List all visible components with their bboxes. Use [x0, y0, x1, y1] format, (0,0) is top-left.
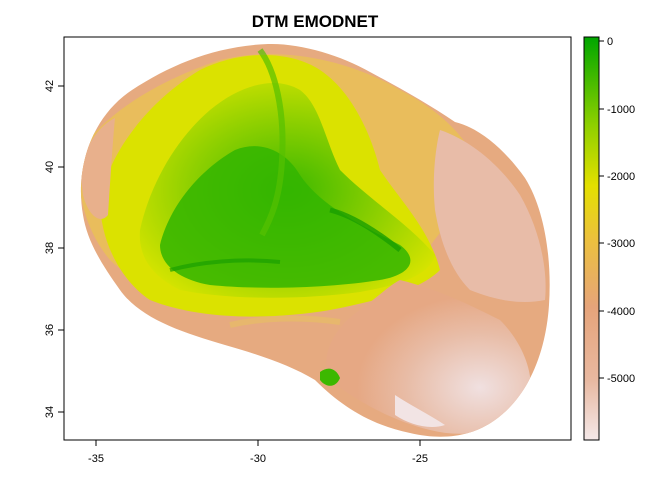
y-tick-42: 42 — [44, 80, 64, 92]
x-tick-label: -35 — [88, 453, 104, 465]
legend-tick-1000: -1000 — [599, 104, 635, 116]
legend-tick-label: -3000 — [607, 238, 635, 250]
x-tick-minus-30: -30 — [250, 440, 266, 465]
x-tick-minus-25: -25 — [412, 440, 428, 465]
legend-tick-label: -2000 — [607, 171, 635, 183]
y-tick-label: 40 — [44, 161, 56, 173]
legend-tick-label: -4000 — [607, 306, 635, 318]
plot-frame — [63, 36, 572, 441]
y-tick-label: 36 — [44, 324, 56, 336]
x-tick-label: -30 — [250, 453, 266, 465]
y-tick-36: 36 — [44, 324, 64, 336]
legend-tick-5000: -5000 — [599, 373, 635, 385]
bathymetry-raster — [80, 43, 550, 437]
map-title: DTM EMODNET — [252, 12, 379, 31]
y-tick-label: 34 — [44, 406, 56, 418]
legend-tick-label: -1000 — [607, 104, 635, 116]
color-legend: 0 -1000 -2000 -3000 -4000 -5000 — [583, 36, 635, 441]
legend-tick-label: -5000 — [607, 373, 635, 385]
y-axis: 34 36 38 40 42 — [44, 80, 64, 418]
y-tick-label: 42 — [44, 80, 56, 92]
legend-tick-3000: -3000 — [599, 238, 635, 250]
y-tick-40: 40 — [44, 161, 64, 173]
legend-tick-label: 0 — [607, 36, 613, 48]
legend-tick-0: 0 — [599, 36, 613, 48]
x-tick-minus-35: -35 — [88, 440, 104, 465]
x-axis: -35 -30 -25 — [88, 440, 428, 465]
y-tick-label: 38 — [44, 242, 56, 254]
legend-tick-2000: -2000 — [599, 171, 635, 183]
x-tick-label: -25 — [412, 453, 428, 465]
legend-tick-4000: -4000 — [599, 306, 635, 318]
y-tick-34: 34 — [44, 406, 64, 418]
y-tick-38: 38 — [44, 242, 64, 254]
legend-colorbar — [583, 36, 600, 441]
